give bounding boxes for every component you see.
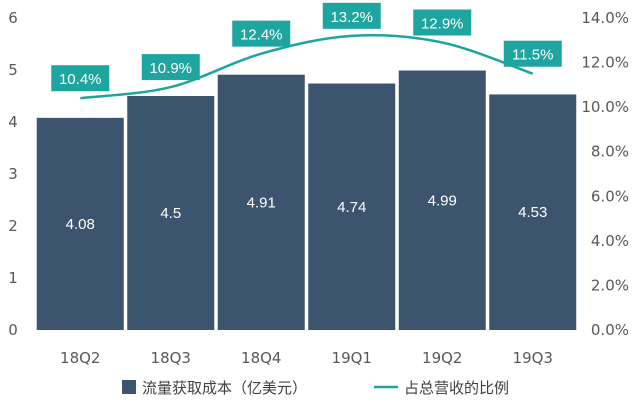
y2-tick-label: 14.0% <box>581 9 629 27</box>
x-tick-label: 18Q3 <box>151 349 191 367</box>
y2-tick-label: 8.0% <box>591 143 629 161</box>
x-tick-label: 19Q3 <box>513 349 553 367</box>
line-value-label: 11.5% <box>512 47 553 64</box>
y-tick-label: 3 <box>8 165 18 183</box>
line-value-box <box>51 65 110 92</box>
line-value-box <box>503 40 562 67</box>
y2-tick-label: 12.0% <box>581 54 629 72</box>
line-value-box <box>232 20 291 47</box>
bar-series: 4.08 4.5 4.91 4.74 4.99 4.53 <box>36 70 577 331</box>
x-tick-label: 18Q4 <box>241 349 281 367</box>
y-tick-label: 2 <box>8 217 18 235</box>
bar <box>398 70 486 331</box>
y-tick-label: 5 <box>8 61 18 79</box>
line-value-label: 13.2% <box>330 9 373 26</box>
line-value-label: 12.9% <box>421 16 464 33</box>
x-tick-label: 18Q2 <box>60 349 100 367</box>
y2-tick-label: 10.0% <box>581 98 629 116</box>
line-value-label: 10.9% <box>149 60 192 77</box>
line-value-label: 10.4% <box>59 71 102 88</box>
bar-value-label: 4.99 <box>428 192 457 209</box>
y2-tick-label: 4.0% <box>591 232 629 250</box>
x-axis-ticks: 18Q2 18Q3 18Q4 19Q1 19Q2 19Q3 <box>60 349 553 367</box>
y2-tick-label: 6.0% <box>591 187 629 205</box>
legend-line-label: 占总营收的比例 <box>404 379 509 397</box>
y2-axis-ticks: 0.0% 2.0% 4.0% 6.0% 8.0% 10.0% 12.0% 14.0% <box>581 9 629 339</box>
y-tick-label: 0 <box>8 321 18 339</box>
bar <box>489 94 577 330</box>
bar-value-label: 4.91 <box>247 194 276 211</box>
bar <box>36 117 124 330</box>
bar-value-label: 4.08 <box>66 216 95 233</box>
legend-bar-swatch <box>122 380 136 394</box>
y-tick-label: 1 <box>8 269 18 287</box>
x-tick-label: 19Q1 <box>332 349 372 367</box>
legend-bar-label: 流量获取成本（亿美元） <box>142 379 307 397</box>
line-value-box <box>413 9 472 36</box>
y-axis-ticks: 0 1 2 3 4 5 6 <box>8 9 18 339</box>
line-value-box <box>141 54 200 81</box>
line-value-label: 12.4% <box>240 27 283 44</box>
y2-tick-label: 0.0% <box>591 321 629 339</box>
x-tick-label: 19Q2 <box>422 349 462 367</box>
line-series: 10.4% 10.9% 12.4% 13.2% 12.9% 11.5% <box>51 2 562 100</box>
line-value-box <box>322 2 381 29</box>
y-tick-label: 4 <box>8 113 18 131</box>
line-path <box>80 33 534 100</box>
legend: 流量获取成本（亿美元） 占总营收的比例 <box>122 379 509 397</box>
y-tick-label: 6 <box>8 9 18 27</box>
bar-value-label: 4.53 <box>518 204 547 221</box>
bar <box>308 83 396 331</box>
bar <box>217 74 305 331</box>
y2-tick-label: 2.0% <box>591 276 629 294</box>
bar-value-label: 4.74 <box>337 199 366 216</box>
bar <box>127 96 215 330</box>
bar-value-label: 4.5 <box>160 205 181 222</box>
